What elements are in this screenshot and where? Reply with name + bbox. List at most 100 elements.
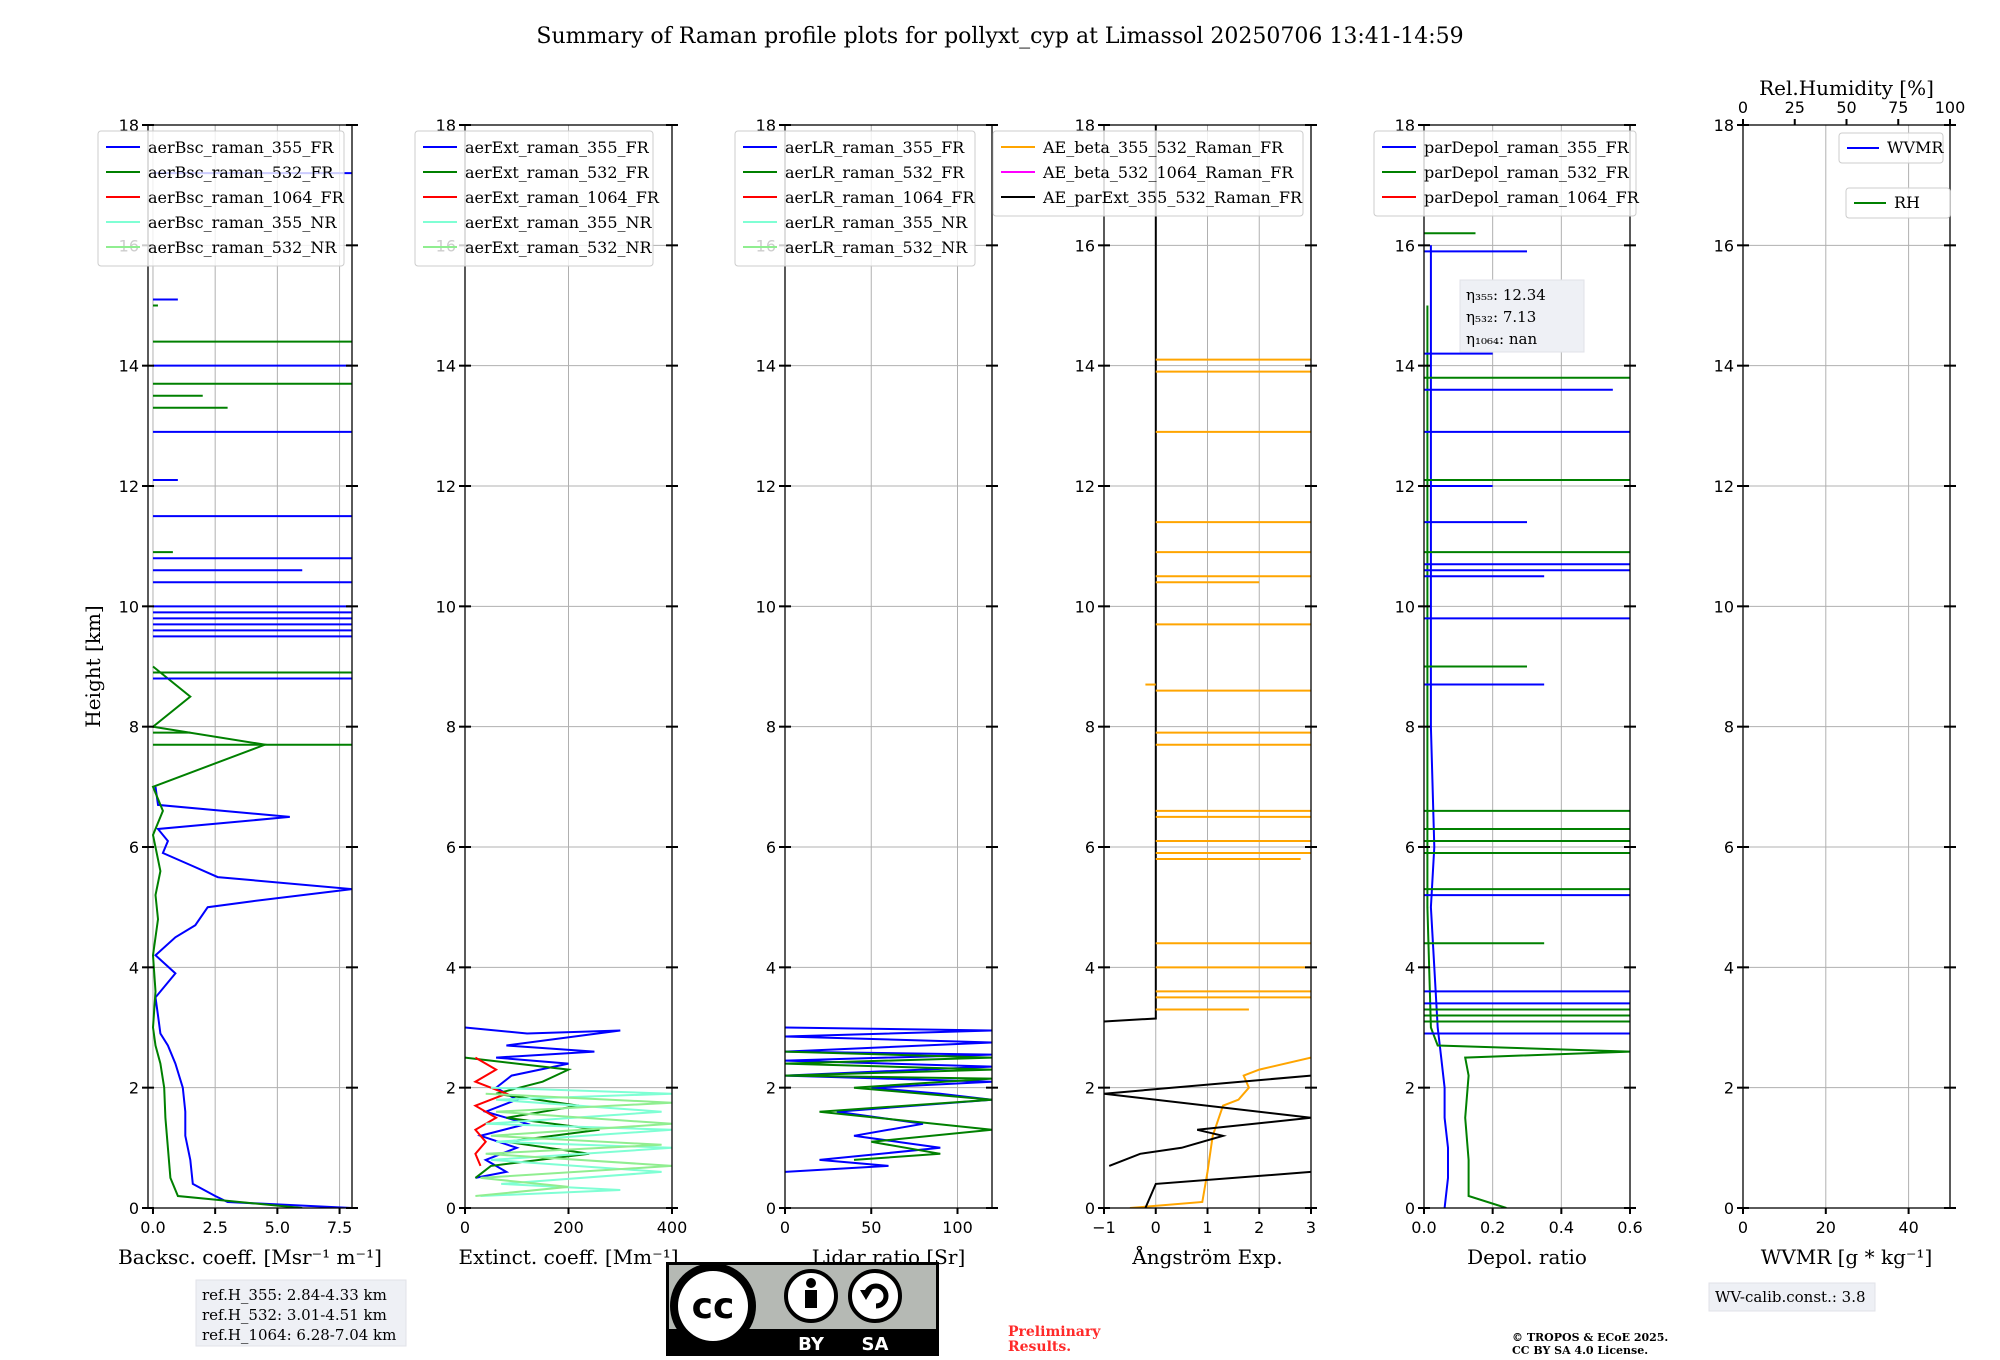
ref-height-355: ref.H_355: 2.84-4.33 km — [202, 1286, 387, 1304]
xtick-label: 0 — [780, 1218, 790, 1237]
xtick-label: 50 — [861, 1218, 881, 1237]
ytick-label: 8 — [1724, 718, 1734, 737]
ytick-label: 0 — [766, 1199, 776, 1218]
series-line-aerLR_raman_355_FR — [785, 1026, 992, 1173]
legend-entry: aerExt_raman_532_FR — [465, 163, 650, 182]
axes-frame — [784, 124, 993, 1209]
ytick-label: 2 — [1085, 1079, 1095, 1098]
ref-height-box: ref.H_355: 2.84-4.33 km ref.H_532: 3.01-… — [195, 1279, 407, 1347]
ytick-label: 6 — [1405, 838, 1415, 857]
legend-frame — [1845, 187, 1951, 219]
ytick-label: 12 — [756, 477, 776, 496]
ytick-label: 12 — [1395, 477, 1415, 496]
ref-height-1064: ref.H_1064: 6.28-7.04 km — [202, 1326, 396, 1344]
panel-lidar_ratio: 024681012141618050100Lidar ratio [Sr]aer… — [734, 116, 998, 1269]
legend-entry: AE_beta_532_1064_Raman_FR — [1042, 163, 1294, 182]
series-group — [465, 1026, 672, 1197]
x-axis-label: Extinct. coeff. [Mm⁻¹] — [458, 1245, 678, 1269]
xtick-label: 7.5 — [327, 1218, 352, 1237]
ytick-label: 2 — [766, 1079, 776, 1098]
series-group — [150, 172, 352, 1208]
ytick-label: 2 — [129, 1079, 139, 1098]
xtick-label: 3 — [1306, 1218, 1316, 1237]
y-axis-label: Height [km] — [81, 605, 105, 727]
ytick-label: 12 — [119, 477, 139, 496]
xtick-label: 200 — [553, 1218, 584, 1237]
legend-entry: aerExt_raman_355_NR — [465, 213, 653, 232]
ytick-label: 6 — [1724, 838, 1734, 857]
legend-entry: aerExt_raman_1064_FR — [465, 188, 660, 207]
preliminary-label: Preliminary — [1008, 1324, 1101, 1340]
legend-entry: aerBsc_raman_355_FR — [148, 138, 334, 157]
xtick-label: 0 — [460, 1218, 470, 1237]
ytick-label: 18 — [756, 116, 776, 135]
ytick-label: 14 — [119, 357, 139, 376]
panel-depol: 0 2 4 6 8 10 12 14 16 18 0.0 0.2 0.4 0.6 Depol. ratio p… — [1373, 116, 1643, 1269]
wv-calib-box: WV-calib.const.: 3.8 — [1708, 1282, 1876, 1312]
ytick-label: 10 — [1714, 597, 1734, 616]
legend-entry: parDepol_raman_355_FR — [1424, 138, 1630, 157]
ytick-label: 18 — [1395, 116, 1415, 135]
series-line-parDepol_raman_532_FR — [1426, 305, 1630, 1208]
ytick-label: 8 — [1405, 718, 1415, 737]
panel-extinction: 0246810121416180200400Extinct. coeff. [M… — [414, 116, 687, 1269]
ytick-label: 18 — [436, 116, 456, 135]
ytick-label: 10 — [119, 597, 139, 616]
ytick-label: 4 — [129, 958, 139, 977]
eta-annotation: η₃₅₅: 12.34 η₅₃₂: 7.13 η₁₀₆₄: nan — [1459, 279, 1585, 353]
x-axis-label: Backsc. coeff. [Msr⁻¹ m⁻¹] — [118, 1245, 382, 1269]
ytick-label: 12 — [1714, 477, 1734, 496]
legend-entry: aerLR_raman_532_NR — [785, 238, 968, 257]
ytick-label: 4 — [1085, 958, 1095, 977]
legend-entry: aerLR_raman_355_NR — [785, 213, 968, 232]
xtick-label: 2 — [1254, 1218, 1264, 1237]
top-xtick-label: 25 — [1785, 98, 1805, 117]
xtick-label: 2.5 — [202, 1218, 227, 1237]
ytick-label: 14 — [1075, 357, 1095, 376]
ytick-label: 14 — [436, 357, 456, 376]
legend-box: aerBsc_raman_355_FR aerBsc_raman_532_FRae… — [97, 130, 345, 267]
xtick-label: 0.2 — [1480, 1218, 1505, 1237]
series-group — [785, 1026, 992, 1173]
ytick-label: 16 — [1075, 236, 1095, 255]
legend-entry: parDepol_raman_532_FR — [1424, 163, 1630, 182]
share-alike-icon — [848, 1269, 902, 1323]
annotation-box — [1459, 279, 1585, 353]
ytick-label: 0 — [446, 1199, 456, 1218]
xtick-label: 0.6 — [1617, 1218, 1642, 1237]
ytick-label: 6 — [766, 838, 776, 857]
top-xtick-label: 0 — [1738, 98, 1748, 117]
page-title: Summary of Raman profile plots for polly… — [536, 24, 1463, 49]
legend-entry: aerLR_raman_532_FR — [785, 163, 965, 182]
axes-frame — [1423, 124, 1631, 1209]
legend-entry: WVMR — [1887, 138, 1944, 157]
top-xtick-label: 50 — [1836, 98, 1856, 117]
top-axis-label: Rel.Humidity [%] — [1759, 76, 1934, 100]
badge-sa-label: SA — [862, 1334, 889, 1355]
series-group — [1104, 125, 1311, 1208]
legend-frame — [414, 130, 654, 267]
ytick-label: 10 — [1395, 597, 1415, 616]
legend-entry: aerLR_raman_355_FR — [785, 138, 965, 157]
cc-license-badge: cc BY SA — [666, 1262, 939, 1356]
ytick-label: 2 — [1724, 1079, 1734, 1098]
ytick-label: 6 — [129, 838, 139, 857]
legend-frame — [1838, 132, 1944, 164]
legend-box: parDepol_raman_355_FR parDepol_raman_532_… — [1373, 130, 1640, 217]
ytick-label: 8 — [129, 718, 139, 737]
xtick-label: 1 — [1202, 1218, 1212, 1237]
xtick-label: −1 — [1092, 1218, 1116, 1237]
annotation-line: η₅₃₂: 7.13 — [1466, 308, 1536, 326]
legend-entry: AE_parExt_355_532_Raman_FR — [1042, 188, 1303, 207]
ytick-label: 14 — [756, 357, 776, 376]
series-line-AE_beta_355_532_Raman_FR — [1129, 1056, 1311, 1208]
legend-entry: aerBsc_raman_532_NR — [148, 238, 337, 257]
xtick-label: 0.4 — [1549, 1218, 1574, 1237]
xtick-label: 100 — [942, 1218, 973, 1237]
ytick-label: 10 — [1075, 597, 1095, 616]
xtick-label: 20 — [1816, 1218, 1836, 1237]
license-line: CC BY SA 4.0 License. — [1512, 1344, 1648, 1357]
